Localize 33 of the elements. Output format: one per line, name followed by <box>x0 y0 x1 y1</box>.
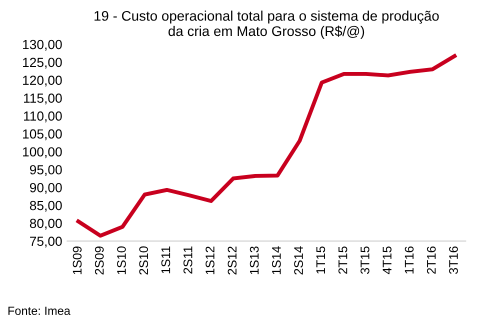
x-tick-label: 1T15 <box>316 246 326 274</box>
y-tick-label: 130,00 <box>23 40 62 51</box>
x-tick-label: 2S14 <box>294 246 303 275</box>
y-tick-label: 125,00 <box>23 58 62 69</box>
x-tick-label: 1S14 <box>272 246 281 274</box>
x-tick-label: 2T15 <box>338 246 348 274</box>
y-tick-label: 90,00 <box>30 182 62 194</box>
x-tick-label: 1S11 <box>161 246 170 274</box>
y-tick-label: 105,00 <box>23 129 62 140</box>
x-tick-label: 3T15 <box>360 246 370 274</box>
x-tick-label: 2S10 <box>139 246 148 275</box>
y-tick-label: 85,00 <box>30 200 62 212</box>
x-tick-label: 1S10 <box>117 246 126 274</box>
y-tick-label: 120,00 <box>23 76 62 87</box>
x-tick-label: 3T16 <box>449 246 458 274</box>
y-tick-label: 80,00 <box>30 218 62 230</box>
y-tick-label: 95,00 <box>30 165 62 176</box>
y-tick-label: 100,00 <box>23 147 62 158</box>
x-tick-label: 2T16 <box>426 246 436 274</box>
x-tick-label: 2S11 <box>183 246 192 274</box>
y-tick-label: 110,00 <box>24 111 62 122</box>
y-tick-label: 75,00 <box>30 236 62 248</box>
chart-title: 19 - Custo operacional total para o sistema de produção da cria em Mato Grosso (R$/@) <box>94 10 439 39</box>
line-series <box>76 54 457 238</box>
x-tick-label: 1S12 <box>206 246 214 274</box>
source-note: Fonte: Imea <box>8 306 70 315</box>
x-tick-label: 4T15 <box>382 246 392 274</box>
x-tick-label: 2S09 <box>94 246 104 275</box>
y-tick-label: 115,00 <box>24 94 62 104</box>
x-tick-label: 1S13 <box>250 246 259 274</box>
x-tick-label: 1S09 <box>72 246 82 274</box>
x-tick-label: 1T16 <box>404 246 414 274</box>
x-tick-label: 2S12 <box>228 246 237 275</box>
